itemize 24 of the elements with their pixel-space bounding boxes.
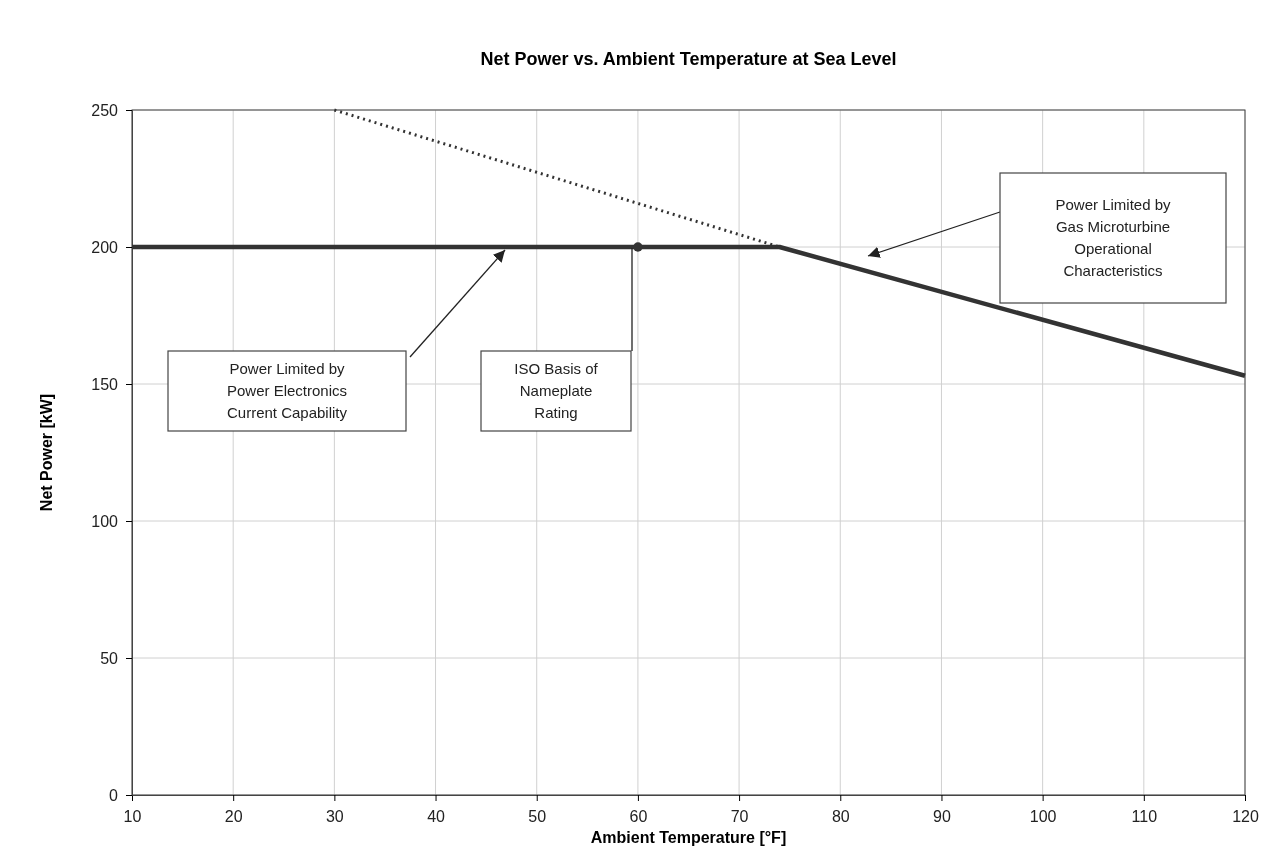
x-tick-label: 100 [1029, 808, 1057, 826]
x-tick-label: 50 [528, 808, 547, 826]
y-tick-label: 200 [91, 238, 119, 256]
x-tick-label: 20 [224, 808, 243, 826]
y-tick-label: 50 [100, 649, 119, 667]
annotation: Power Limited by Power Electronics Current Capability [226, 360, 348, 421]
y-tick-label: 100 [91, 512, 119, 530]
y-tick-label: 0 [109, 786, 119, 804]
x-tick-label: 10 [123, 808, 142, 826]
annotation: Power Limited by Gas Microturbine Operational Characteristics [1055, 196, 1172, 279]
x-tick-label: 90 [933, 808, 951, 826]
y-tick-label: 250 [91, 101, 119, 119]
y-tick-label: 150 [91, 375, 119, 393]
x-tick-label: 40 [427, 808, 446, 826]
chart-title: Net Power vs. Ambient Temperature at Sea Level [480, 49, 897, 69]
x-tick-label: 60 [629, 808, 648, 826]
x-tick-label: 70 [730, 808, 749, 826]
x-tick-label: 110 [1131, 808, 1158, 826]
x-tick-label: 120 [1232, 808, 1259, 826]
x-tick-label: 80 [831, 808, 850, 826]
y-axis-title: Net Power [kW] [38, 393, 55, 512]
x-tick-label: 30 [325, 808, 344, 826]
annotation: ISO Basis of Nameplate Rating [514, 360, 599, 421]
x-axis-title: Ambient Temperature [°F] [590, 829, 787, 846]
